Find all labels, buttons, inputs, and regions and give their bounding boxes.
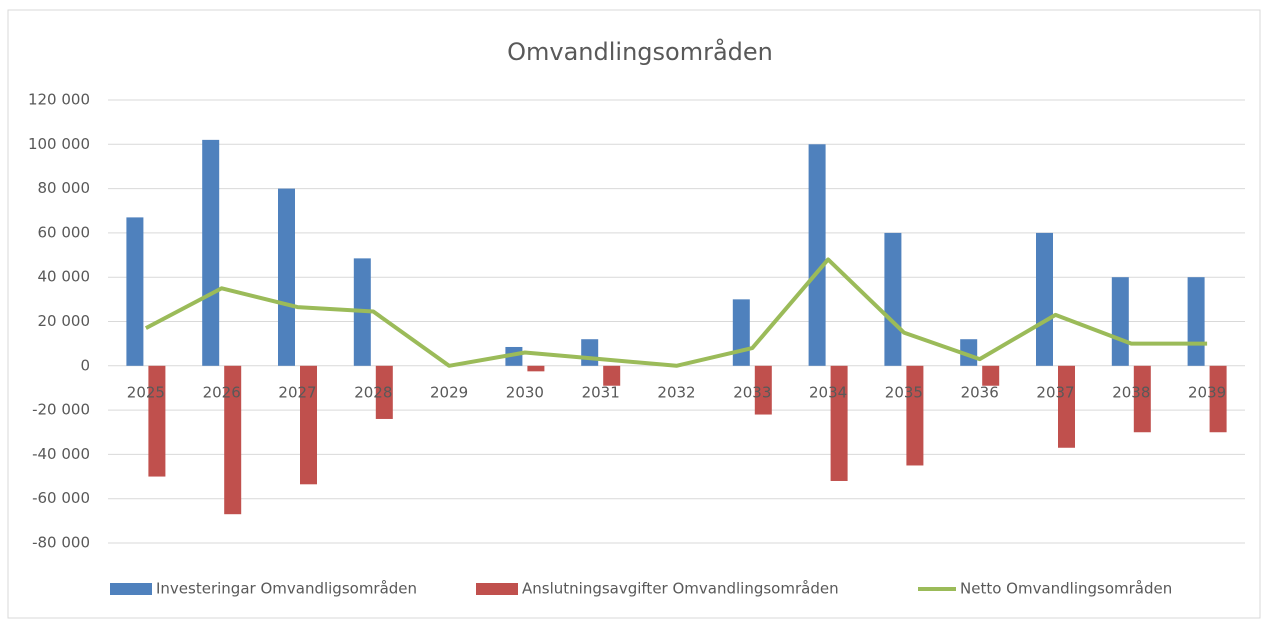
x-tick-label: 2037 (1036, 384, 1074, 402)
y-tick-label: 60 000 (38, 223, 91, 241)
legend-label: Investeringar Omvandligsområden (156, 580, 417, 598)
bar (1111, 277, 1129, 366)
y-tick-label: 40 000 (38, 268, 91, 286)
x-tick-label: 2025 (127, 384, 165, 402)
bar (126, 217, 144, 366)
y-tick-label: -20 000 (32, 401, 90, 419)
bar (1058, 365, 1075, 448)
bar (527, 365, 545, 372)
x-tick-label: 2036 (961, 384, 999, 402)
bar (960, 339, 978, 366)
bar (1036, 232, 1053, 366)
bar (732, 299, 750, 366)
bar (1133, 365, 1151, 433)
x-tick-label: 2035 (885, 384, 923, 402)
y-tick-label: -40 000 (32, 445, 90, 463)
bar (581, 339, 599, 366)
bar (603, 365, 621, 386)
bar (202, 139, 220, 366)
x-tick-label: 2034 (809, 384, 847, 402)
bar (1187, 277, 1205, 366)
y-tick-label: 120 000 (28, 91, 90, 109)
bar (375, 365, 393, 419)
y-tick-label: -60 000 (32, 489, 90, 507)
bar (884, 232, 902, 366)
x-tick-label: 2029 (430, 384, 468, 402)
x-tick-label: 2031 (582, 384, 620, 402)
legend-label: Anslutningsavgifter Omvandlingsområden (522, 580, 839, 598)
x-tick-label: 2027 (278, 384, 316, 402)
bar (1209, 365, 1227, 433)
chart-border (7, 9, 1261, 619)
legend-swatch (476, 583, 518, 595)
bar (300, 365, 317, 485)
x-tick-label: 2038 (1112, 384, 1150, 402)
bar (830, 365, 848, 481)
line (144, 257, 1208, 368)
y-tick-label: 80 000 (38, 179, 91, 197)
x-tick-label: 2030 (506, 384, 544, 402)
legend-label: Netto Omvandlingsområden (960, 580, 1172, 598)
chart-title: Omvandlingsområden (507, 37, 773, 66)
y-tick-label: -80 000 (32, 534, 90, 552)
legend-swatch (110, 583, 152, 595)
x-tick-label: 2032 (657, 384, 695, 402)
y-tick-label: 0 (80, 356, 90, 374)
bar (754, 365, 772, 415)
x-tick-label: 2026 (203, 384, 241, 402)
x-tick-label: 2033 (733, 384, 771, 402)
bar (224, 365, 242, 515)
y-tick-label: 100 000 (28, 135, 90, 153)
y-tick-label: 20 000 (38, 312, 91, 330)
bar (982, 365, 1000, 386)
bar (906, 365, 924, 466)
x-tick-label: 2039 (1188, 384, 1226, 402)
bar (278, 188, 295, 366)
bar (808, 144, 826, 366)
bar (148, 365, 166, 477)
x-tick-label: 2028 (354, 384, 392, 402)
